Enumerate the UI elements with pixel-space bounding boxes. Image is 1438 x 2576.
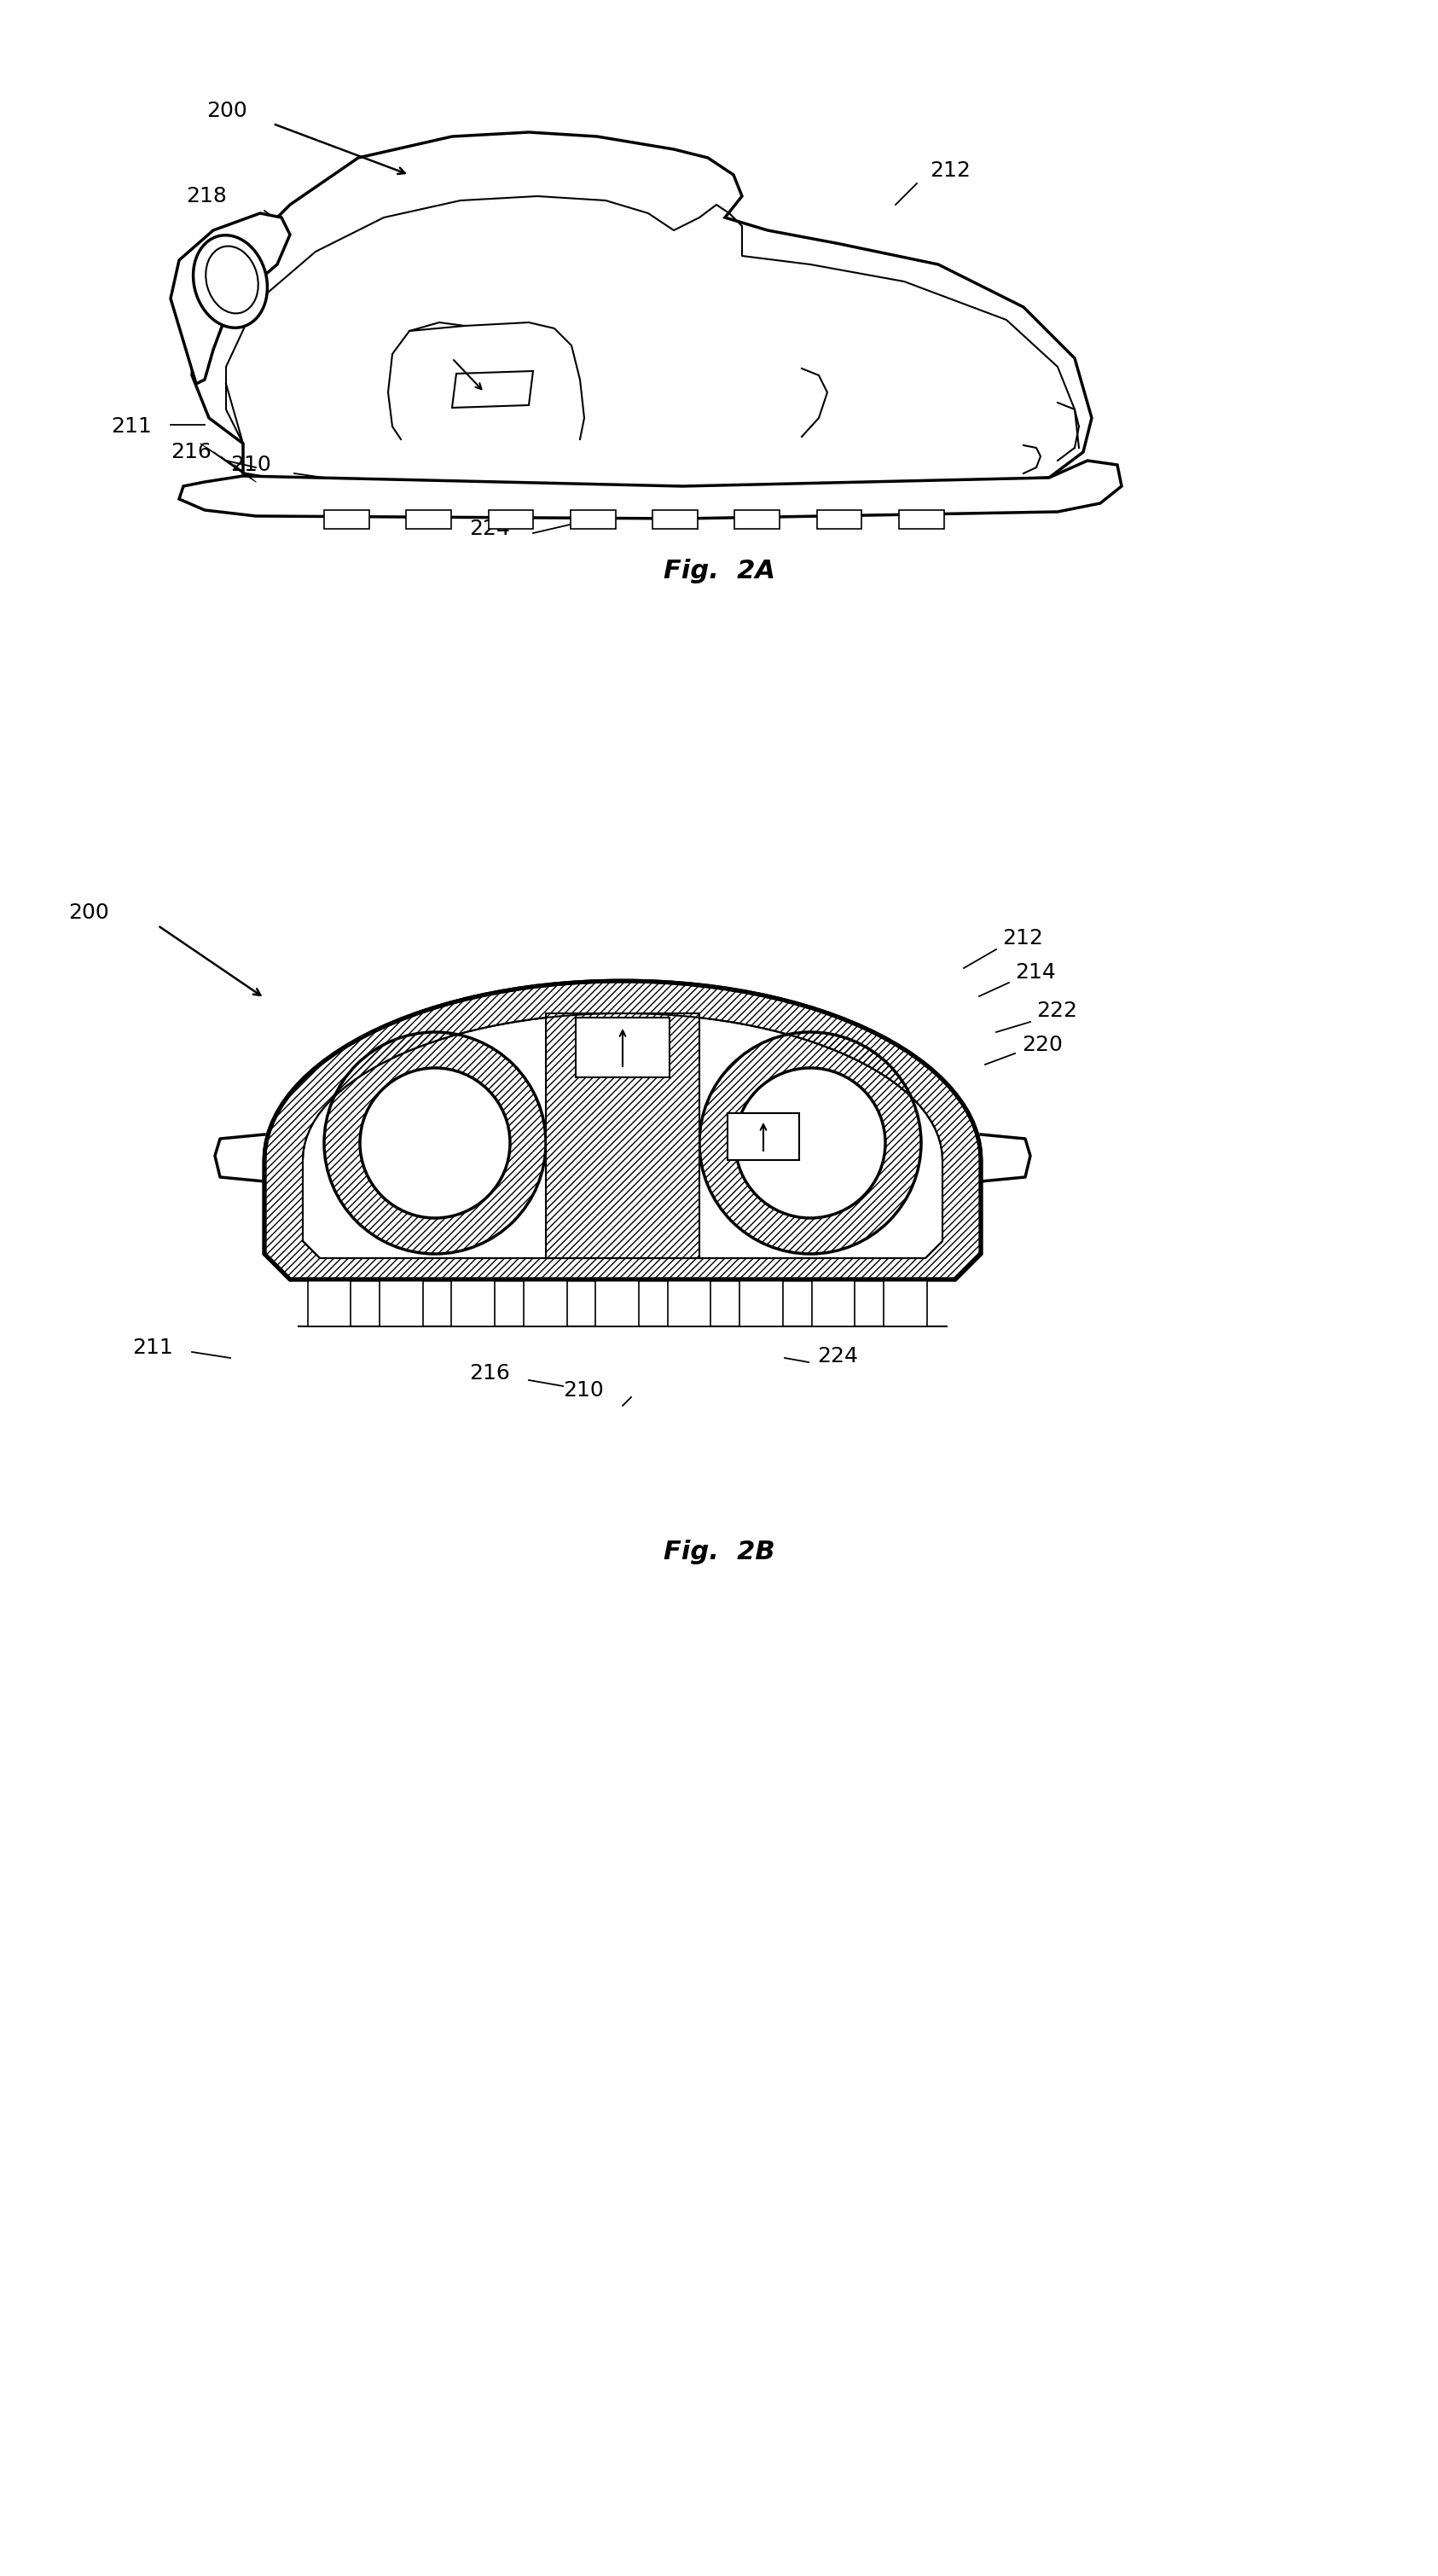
Polygon shape	[899, 510, 943, 528]
Text: Fig.  2B: Fig. 2B	[663, 1540, 775, 1564]
Polygon shape	[739, 1280, 782, 1327]
Polygon shape	[406, 510, 452, 528]
Text: 224: 224	[817, 1347, 858, 1365]
Polygon shape	[728, 1113, 800, 1159]
Polygon shape	[811, 1280, 856, 1327]
Text: 210: 210	[562, 1381, 604, 1401]
Polygon shape	[452, 371, 533, 407]
Text: 211: 211	[132, 1337, 173, 1358]
Polygon shape	[308, 1280, 351, 1327]
Polygon shape	[667, 1280, 710, 1327]
Polygon shape	[180, 461, 1122, 518]
Polygon shape	[884, 1280, 928, 1327]
Polygon shape	[571, 510, 615, 528]
Polygon shape	[523, 1280, 567, 1327]
Polygon shape	[546, 1012, 699, 1257]
Ellipse shape	[206, 247, 259, 314]
Ellipse shape	[193, 234, 267, 327]
Polygon shape	[324, 510, 370, 528]
Polygon shape	[575, 1018, 670, 1077]
Circle shape	[735, 1069, 886, 1218]
Polygon shape	[817, 510, 861, 528]
Text: 216: 216	[469, 1363, 510, 1383]
Polygon shape	[489, 510, 533, 528]
Text: 216: 216	[171, 443, 211, 461]
Polygon shape	[191, 131, 1091, 495]
Text: 220: 220	[1022, 1036, 1063, 1056]
Text: 210: 210	[230, 453, 270, 474]
Text: 211: 211	[111, 417, 151, 438]
Text: 214: 214	[1015, 963, 1055, 981]
Text: 200: 200	[68, 902, 109, 922]
Text: 212: 212	[1002, 927, 1043, 948]
Text: 212: 212	[930, 160, 971, 180]
Polygon shape	[653, 510, 697, 528]
Polygon shape	[265, 981, 981, 1280]
Polygon shape	[380, 1280, 423, 1327]
Polygon shape	[595, 1280, 638, 1327]
Text: 200: 200	[207, 100, 247, 121]
Text: 222: 222	[1037, 999, 1077, 1020]
Polygon shape	[303, 1012, 942, 1257]
Polygon shape	[452, 1280, 495, 1327]
Text: 218: 218	[186, 185, 227, 206]
Polygon shape	[171, 214, 290, 384]
Circle shape	[360, 1069, 510, 1218]
Text: Fig.  2A: Fig. 2A	[663, 559, 775, 585]
Polygon shape	[735, 510, 779, 528]
Text: 224: 224	[469, 518, 510, 538]
